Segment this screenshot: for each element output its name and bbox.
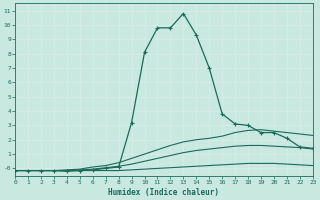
X-axis label: Humidex (Indice chaleur): Humidex (Indice chaleur) xyxy=(108,188,220,197)
